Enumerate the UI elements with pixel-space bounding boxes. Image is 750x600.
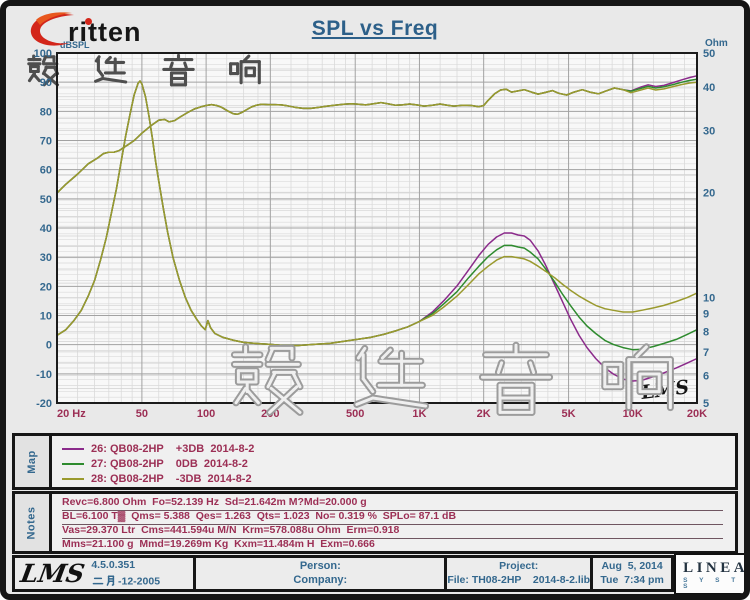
app-version-date: -12-2005 xyxy=(93,575,161,587)
legend-text: 26: QB08-2HP +3DB 2014-8-2 xyxy=(91,442,255,455)
legend-text: 27: QB08-2HP 0DB 2014-8-2 xyxy=(91,457,248,470)
legend-item[interactable]: 26: QB08-2HP +3DB 2014-8-2 xyxy=(62,441,727,456)
logo-i-dot xyxy=(85,18,92,25)
footer-bar: LMS 4.5.0.351 -12-2005 Person: Company: … xyxy=(12,552,744,594)
company-label: Company: xyxy=(293,573,348,586)
svg-text:-20: -20 xyxy=(36,398,52,410)
ritten-logo: ritten xyxy=(28,10,142,50)
footer-brand-cell: LINEAR X S Y S T E M S xyxy=(674,552,744,594)
svg-text:10K: 10K xyxy=(623,408,643,420)
app-version: 4.5.0.351 xyxy=(91,559,136,572)
svg-text:20: 20 xyxy=(703,187,715,199)
svg-text:80: 80 xyxy=(40,106,52,118)
svg-text:30: 30 xyxy=(40,252,52,264)
notes-line: Mms=21.100 g Mmd=19.269m Kg Kxm=11.484m … xyxy=(62,539,723,551)
svg-text:60: 60 xyxy=(40,165,52,177)
footer-project-cell: Project: File: TH08-2HP 2014-8-2.lib xyxy=(447,558,594,589)
svg-text:-10: -10 xyxy=(36,369,52,381)
page-title: SPL vs Freq xyxy=(311,17,439,40)
lms-logo: LMS xyxy=(18,559,87,588)
svg-text:9: 9 xyxy=(703,309,709,321)
svg-text:30: 30 xyxy=(703,126,715,138)
legend-item[interactable]: 27: QB08-2HP 0DB 2014-8-2 xyxy=(62,456,727,471)
linearx-logo: LINEAR X S Y S T E M S xyxy=(674,552,749,594)
legend-swatch xyxy=(62,462,84,465)
svg-text:50: 50 xyxy=(703,48,715,60)
map-panel: Map 26: QB08-2HP +3DB 2014-8-2 27: QB08-2… xyxy=(12,433,738,490)
footer-person-cell: Person: Company: xyxy=(196,558,448,589)
map-section-label: Map xyxy=(15,436,52,487)
footer-version-cell: LMS 4.5.0.351 -12-2005 xyxy=(15,558,197,589)
legend-swatch xyxy=(62,447,84,450)
svg-text:5K: 5K xyxy=(562,408,576,420)
svg-text:50: 50 xyxy=(136,408,148,420)
svg-text:100: 100 xyxy=(34,48,52,60)
notes-panel: Notes Revc=6.800 Ohm Fo=52.139 Hz Sd=21.… xyxy=(12,491,738,554)
svg-text:6: 6 xyxy=(703,370,709,382)
svg-text:20K: 20K xyxy=(687,408,707,420)
svg-text:0: 0 xyxy=(46,340,52,352)
legend-text: 28: QB08-2HP -3DB 2014-8-2 xyxy=(91,472,252,485)
legend-list: 26: QB08-2HP +3DB 2014-8-2 27: QB08-2HP 0… xyxy=(52,436,735,487)
svg-text:8: 8 xyxy=(703,327,709,339)
file-label: File: TH08-2HP 2014-8-2.lib xyxy=(447,573,591,586)
curve-2 xyxy=(56,81,698,194)
notes-line: Vas=29.370 Ltr Cms=441.594u M/N Krm=578.… xyxy=(62,525,723,539)
legend-item[interactable]: 28: QB08-2HP -3DB 2014-8-2 xyxy=(62,471,727,486)
logo-text: ritten xyxy=(68,17,142,47)
project-label: Project: xyxy=(499,560,539,573)
svg-text:10: 10 xyxy=(703,293,715,305)
notes-line: Revc=6.800 Ohm Fo=52.139 Hz Sd=21.642m M… xyxy=(62,497,723,511)
notes-label-text: Notes xyxy=(26,505,38,540)
svg-text:20: 20 xyxy=(40,281,52,293)
svg-text:-12-2005: -12-2005 xyxy=(118,575,160,587)
svg-text:1K: 1K xyxy=(412,408,426,420)
svg-text:50: 50 xyxy=(40,194,52,206)
spl-vs-freq-chart[interactable]: 1009080706050403020100-10-20504030201098… xyxy=(6,6,744,434)
svg-text:100: 100 xyxy=(197,408,215,420)
svg-text:Ohm: Ohm xyxy=(705,38,728,49)
svg-text:dBSPL: dBSPL xyxy=(60,40,90,50)
svg-text:90: 90 xyxy=(40,77,52,89)
notes-line: BL=6.100 T▓ Qms= 5.388 Qes= 1.263 Qts= 1… xyxy=(62,511,723,525)
svg-text:40: 40 xyxy=(703,82,715,94)
legend-swatch xyxy=(62,477,84,480)
person-label: Person: xyxy=(299,559,341,572)
linearx-systems: S Y S T E M S xyxy=(683,576,744,590)
svg-text:5: 5 xyxy=(703,398,709,410)
svg-text:7: 7 xyxy=(703,347,709,359)
svg-text:2K: 2K xyxy=(477,408,491,420)
svg-text:10: 10 xyxy=(40,311,52,323)
svg-text:500: 500 xyxy=(346,408,364,420)
linearx-wordmark: LINEAR xyxy=(683,559,749,576)
report-date: Aug 5, 2014 xyxy=(601,560,663,573)
svg-text:40: 40 xyxy=(40,223,52,235)
notes-section-label: Notes xyxy=(15,494,52,551)
map-label-text: Map xyxy=(26,449,38,474)
svg-text:70: 70 xyxy=(40,136,52,148)
notes-list: Revc=6.800 Ohm Fo=52.139 Hz Sd=21.642m M… xyxy=(52,494,735,551)
footer-datetime-cell: Aug 5, 2014 Tue 7:34 pm xyxy=(593,558,675,589)
svg-text:20 Hz: 20 Hz xyxy=(57,408,86,420)
ritten-swoosh-icon xyxy=(30,12,74,46)
report-time: Tue 7:34 pm xyxy=(600,573,664,586)
